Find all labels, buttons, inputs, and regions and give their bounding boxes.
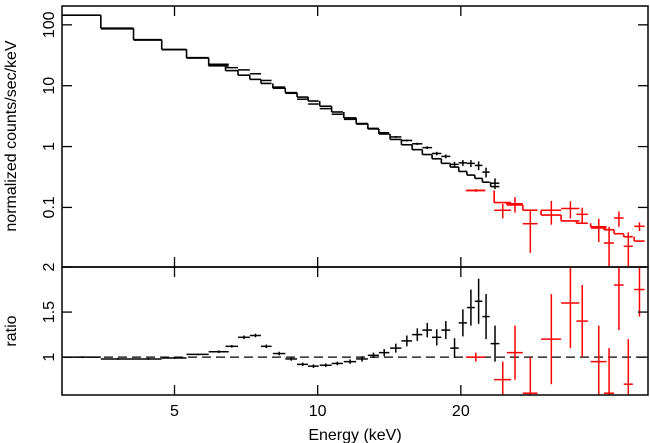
panel-frame [61, 266, 649, 396]
plot-area [62, 267, 648, 395]
x-tick-label: 10 [309, 403, 327, 420]
y-axis-label: normalized counts/sec/keV [3, 40, 20, 232]
y-axis-label: ratio [3, 315, 20, 346]
x-tick-label: 5 [170, 403, 179, 420]
y-tick-label: 1.5 [41, 301, 58, 323]
y-tick-label: 2 [41, 262, 58, 271]
y-tick-label: 0.1 [41, 196, 58, 218]
plot-area [62, 14, 645, 267]
y-tick-label: 1 [41, 353, 58, 362]
y-tick-label: 1 [41, 142, 58, 151]
x-tick-label: 20 [452, 403, 470, 420]
y-tick-label: 10 [41, 77, 58, 95]
y-tick-label: 100 [41, 11, 58, 38]
x-axis-label: Energy (keV) [308, 427, 401, 443]
panel-frame [61, 5, 649, 268]
